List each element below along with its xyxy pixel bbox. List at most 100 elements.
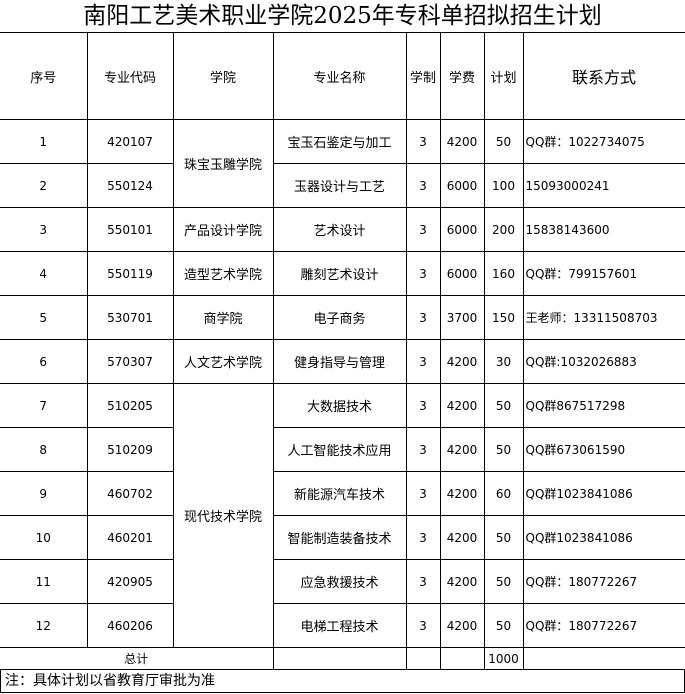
- major-name: 应急救援技术: [272, 559, 407, 604]
- tuition-fee: 6000: [439, 207, 485, 252]
- major-name: 大数据技术: [272, 383, 407, 428]
- tuition-fee: 6000: [439, 251, 485, 296]
- major-name: 新能源汽车技术: [272, 471, 407, 516]
- major-code: 460201: [86, 515, 174, 560]
- study-years: 3: [405, 427, 441, 472]
- tuition-fee: 4200: [439, 339, 485, 384]
- tuition-fee: 6000: [439, 163, 485, 208]
- contact-info: QQ群:1032026883: [522, 339, 685, 384]
- footnote: 注：具体计划以省教育厅审批为准: [0, 670, 685, 693]
- row-no: 9: [0, 471, 88, 516]
- study-years: 3: [405, 471, 441, 516]
- major-name: 智能制造装备技术: [272, 515, 407, 560]
- study-years: 3: [405, 119, 441, 164]
- header-major: 专业名称: [272, 33, 407, 120]
- row-no: 5: [0, 295, 88, 340]
- header-code: 专业代码: [86, 33, 174, 120]
- college-name: 人文艺术学院: [172, 339, 274, 384]
- contact-info: QQ群：1022734075: [522, 119, 685, 164]
- empty-cell: [405, 647, 441, 670]
- major-name: 玉器设计与工艺: [272, 163, 407, 208]
- major-code: 460206: [86, 603, 174, 648]
- tuition-fee: 4200: [439, 559, 485, 604]
- row-no: 6: [0, 339, 88, 384]
- college-name: 产品设计学院: [172, 207, 274, 252]
- contact-info: QQ群673061590: [522, 427, 685, 472]
- plan-count: 150: [483, 295, 524, 340]
- table-row: 3 550101 产品设计学院 艺术设计 3 6000 200 15838143600: [0, 207, 685, 252]
- study-years: 3: [405, 295, 441, 340]
- contact-info: 15093000241: [522, 163, 685, 208]
- contact-info: QQ群：799157601: [522, 251, 685, 296]
- major-name: 雕刻艺术设计: [272, 251, 407, 296]
- contact-info: 王老师：13311508703: [522, 295, 685, 340]
- plan-count: 50: [483, 559, 524, 604]
- study-years: 3: [405, 383, 441, 428]
- major-code: 420905: [86, 559, 174, 604]
- tuition-fee: 4200: [439, 471, 485, 516]
- total-plan: 1000: [483, 647, 524, 670]
- table-row: 9 460702 新能源汽车技术 3 4200 60 QQ群1023841086: [0, 471, 685, 516]
- study-years: 3: [405, 339, 441, 384]
- page-title: 南阳工艺美术职业学院2025年专科单招拟招生计划: [0, 0, 685, 33]
- major-code: 550119: [86, 251, 174, 296]
- table-row: 5 530701 商学院 电子商务 3 3700 150 王老师：13311508703: [0, 295, 685, 340]
- row-no: 3: [0, 207, 88, 252]
- contact-info: QQ群867517298: [522, 383, 685, 428]
- header-row: 序号 专业代码 学院 专业名称 学制 学费 计划 联系方式: [0, 33, 685, 120]
- empty-cell: [272, 647, 407, 670]
- major-name: 电子商务: [272, 295, 407, 340]
- study-years: 3: [405, 603, 441, 648]
- row-no: 10: [0, 515, 88, 560]
- college-name: 商学院: [172, 295, 274, 340]
- study-years: 3: [405, 251, 441, 296]
- study-years: 3: [405, 515, 441, 560]
- header-plan: 计划: [483, 33, 524, 120]
- major-name: 艺术设计: [272, 207, 407, 252]
- plan-count: 30: [483, 339, 524, 384]
- study-years: 3: [405, 207, 441, 252]
- row-no: 11: [0, 559, 88, 604]
- tuition-fee: 3700: [439, 295, 485, 340]
- study-years: 3: [405, 559, 441, 604]
- tuition-fee: 4200: [439, 119, 485, 164]
- major-name: 健身指导与管理: [272, 339, 407, 384]
- header-no: 序号: [0, 33, 88, 120]
- plan-count: 50: [483, 383, 524, 428]
- total-row: 总计 1000: [0, 647, 685, 670]
- table-row: 11 420905 应急救援技术 3 4200 50 QQ群：180772267: [0, 559, 685, 604]
- table-row: 6 570307 人文艺术学院 健身指导与管理 3 4200 30 QQ群:103202688…: [0, 339, 685, 384]
- study-years: 3: [405, 163, 441, 208]
- row-no: 1: [0, 119, 88, 164]
- row-no: 8: [0, 427, 88, 472]
- table-row: 10 460201 智能制造装备技术 3 4200 50 QQ群1023841086: [0, 515, 685, 560]
- plan-count: 50: [483, 603, 524, 648]
- major-code: 420107: [86, 119, 174, 164]
- contact-info: QQ群1023841086: [522, 515, 685, 560]
- college-name: 珠宝玉雕学院: [172, 119, 274, 208]
- table-row: 1 420107 珠宝玉雕学院 宝玉石鉴定与加工 3 4200 50 QQ群：10227340…: [0, 119, 685, 208]
- empty-cell: [522, 647, 685, 670]
- empty-cell: [439, 647, 485, 670]
- major-code: 550124: [86, 163, 174, 208]
- major-code: 530701: [86, 295, 174, 340]
- tuition-fee: 4200: [439, 515, 485, 560]
- plan-count: 100: [483, 163, 524, 208]
- tuition-fee: 4200: [439, 383, 485, 428]
- table-row: 7 510205 现代技术学院 大数据技术 3 4200 50 QQ群867517298: [0, 383, 685, 648]
- plan-count: 50: [483, 119, 524, 164]
- table-row: 12 460206 电梯工程技术 3 4200 50 QQ群：180772267: [0, 603, 685, 648]
- header-college: 学院: [172, 33, 274, 120]
- tuition-fee: 4200: [439, 427, 485, 472]
- total-label: 总计: [0, 647, 274, 670]
- row-no: 12: [0, 603, 88, 648]
- major-code: 510209: [86, 427, 174, 472]
- college-name: 造型艺术学院: [172, 251, 274, 296]
- contact-info: QQ群1023841086: [522, 471, 685, 516]
- plan-count: 50: [483, 515, 524, 560]
- table-row: 4 550119 造型艺术学院 雕刻艺术设计 3 6000 160 QQ群：799157601: [0, 251, 685, 296]
- header-fee: 学费: [439, 33, 485, 120]
- table-row: 8 510209 人工智能技术应用 3 4200 50 QQ群673061590: [0, 427, 685, 472]
- tuition-fee: 4200: [439, 603, 485, 648]
- row-no: 2: [0, 163, 88, 208]
